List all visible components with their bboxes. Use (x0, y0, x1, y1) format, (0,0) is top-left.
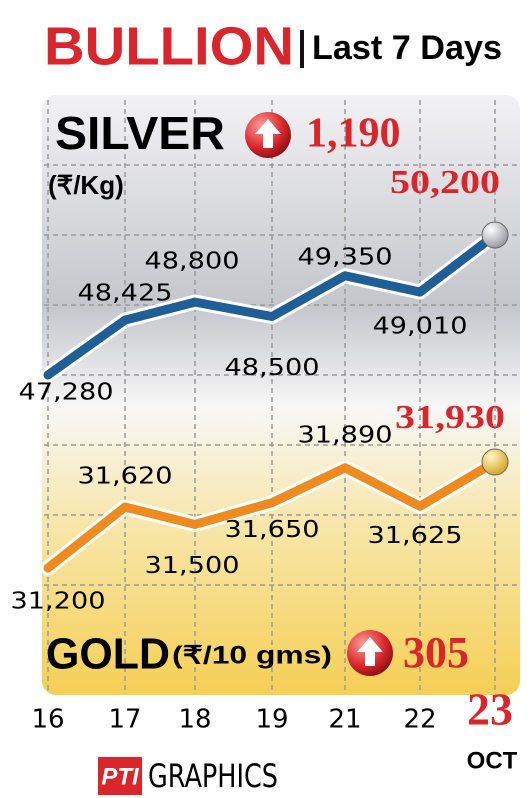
value-label: 47,280 (19, 380, 114, 406)
x-tick-label: 22 (403, 705, 436, 735)
end-marker (481, 221, 509, 249)
value-label: 49,350 (298, 244, 393, 270)
line (43, 457, 500, 573)
value-label: 31,650 (225, 517, 320, 543)
end-marker (481, 448, 509, 476)
subtitle: Last 7 Days (312, 29, 502, 67)
value-label: 31,930 (395, 399, 505, 436)
value-label: 31,620 (78, 464, 173, 490)
title: BULLION (44, 16, 294, 76)
value-label: 31,500 (145, 553, 240, 579)
value-label: 48,425 (78, 281, 173, 307)
silver-title: SILVER (55, 107, 225, 159)
x-tick-label: 18 (178, 705, 211, 735)
silver-change: 1,190 (306, 111, 401, 157)
gold-unit: (₹/10 gms) (172, 642, 332, 670)
up-arrow-icon (347, 630, 393, 676)
value-label: 31,625 (368, 523, 463, 549)
value-label: 50,200 (390, 164, 500, 201)
logo-box (98, 757, 142, 795)
value-label: 48,800 (145, 249, 240, 275)
line (43, 230, 500, 380)
x-tick-label: 19 (255, 705, 288, 735)
x-tick-label: 17 (108, 705, 141, 735)
silver-unit: (₹/Kg) (48, 170, 124, 200)
x-tick-label: 23 (467, 684, 513, 735)
credit: GRAPHICS (148, 757, 278, 795)
gold-change: 305 (403, 628, 469, 677)
gold-title: GOLD (46, 630, 170, 679)
value-label: 31,200 (11, 589, 106, 615)
logo: PTI (101, 763, 140, 790)
x-tick-label: 21 (328, 705, 361, 735)
plot-background (42, 95, 520, 695)
up-arrow-icon (245, 112, 291, 158)
x-tick-label: 16 (31, 705, 64, 735)
month-label: OCT (467, 747, 518, 774)
separator (300, 30, 304, 68)
value-label: 48,500 (225, 355, 320, 381)
value-label: 31,890 (298, 422, 393, 448)
value-label: 49,010 (373, 314, 468, 340)
